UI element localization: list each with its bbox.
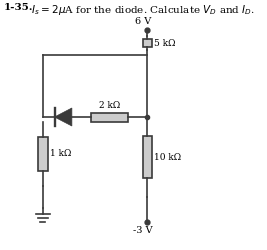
Text: 1 kΩ: 1 kΩ — [50, 150, 71, 158]
Bar — [143, 39, 152, 47]
Text: -3 V: -3 V — [133, 226, 153, 235]
Bar — [38, 137, 48, 171]
Text: 10 kΩ: 10 kΩ — [154, 152, 181, 162]
Text: 1-35.: 1-35. — [3, 3, 33, 12]
Text: 2 kΩ: 2 kΩ — [99, 102, 120, 110]
Text: $I_s = 2\mu$A for the diode. Calculate $V_D$ and $I_D$.: $I_s = 2\mu$A for the diode. Calculate $… — [25, 3, 255, 17]
Bar — [91, 112, 128, 122]
Polygon shape — [54, 108, 72, 126]
Bar — [143, 136, 152, 178]
Text: 6 V: 6 V — [135, 17, 151, 26]
Text: 5 kΩ: 5 kΩ — [154, 38, 176, 48]
